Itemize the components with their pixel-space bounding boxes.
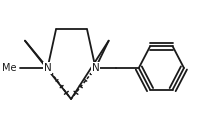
Text: N: N [92, 63, 99, 73]
Text: N: N [44, 63, 51, 73]
Text: Me: Me [2, 63, 17, 73]
